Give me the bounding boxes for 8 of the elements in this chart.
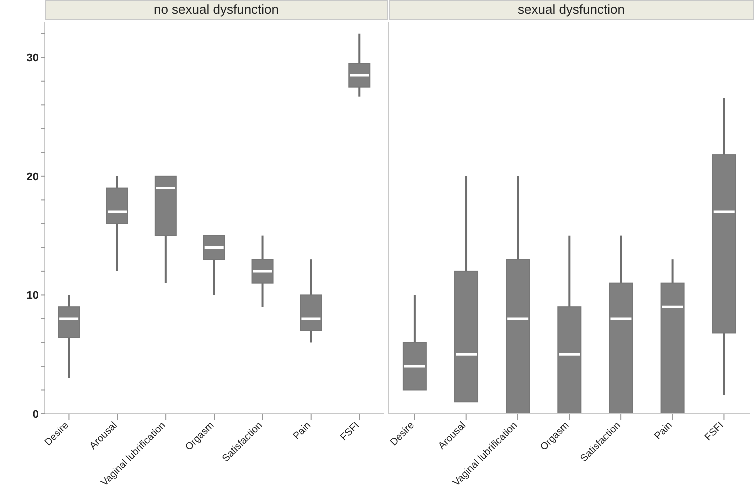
chart-title: no sexual dysfunction [45, 0, 388, 20]
y-tick-label: 20 [26, 171, 39, 184]
y-tick-label: 30 [26, 52, 39, 65]
x-tick-label: Pain [292, 420, 314, 442]
x-tick-label: Pain [652, 420, 675, 442]
y-tick-label: 0 [32, 408, 39, 421]
chart-title: sexual dysfunction [389, 0, 754, 20]
y-tick-label: 10 [26, 290, 39, 302]
